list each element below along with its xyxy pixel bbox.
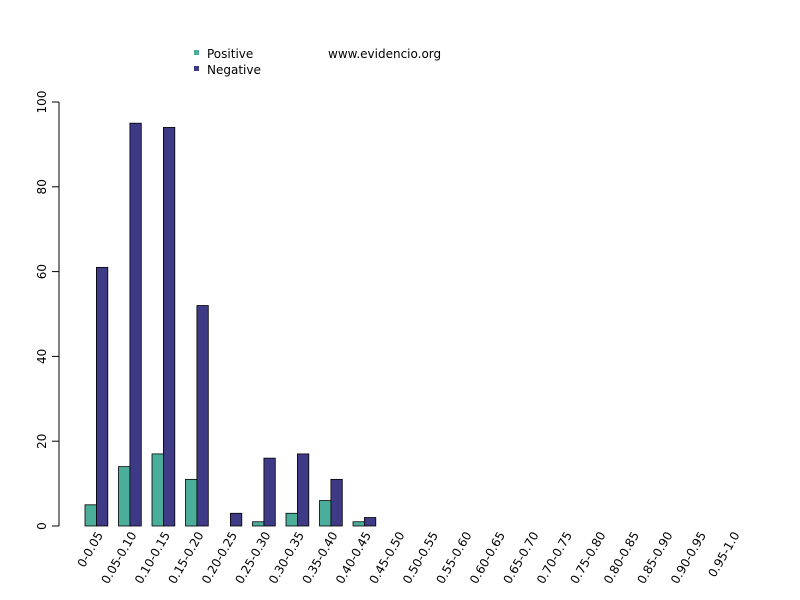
bar-negative-5 bbox=[263, 457, 276, 527]
bar-positive-6 bbox=[285, 512, 298, 527]
bar-positive-7 bbox=[319, 500, 332, 527]
legend-swatch-negative bbox=[194, 66, 199, 71]
bar-negative-1 bbox=[129, 122, 142, 527]
x-axis: 0-0.050.05-0.100.10-0.150.15-0.200.20-0.… bbox=[75, 529, 743, 586]
legend-label-positive: Positive bbox=[207, 47, 253, 61]
bars bbox=[84, 122, 377, 527]
legend-label-negative: Negative bbox=[207, 63, 261, 77]
bar-positive-8 bbox=[352, 521, 365, 527]
bar-negative-0 bbox=[96, 266, 109, 527]
y-tick-label: 0 bbox=[35, 522, 49, 530]
y-tick-label: 20 bbox=[35, 434, 49, 449]
bar-positive-3 bbox=[185, 478, 198, 527]
bar-negative-6 bbox=[296, 453, 310, 527]
bar-negative-8 bbox=[363, 517, 377, 527]
bar-positive-2 bbox=[151, 453, 164, 527]
x-tick-label: 0-0.05 bbox=[75, 529, 106, 570]
legend: Positive Negative bbox=[194, 47, 261, 77]
bar-positive-5 bbox=[252, 521, 265, 527]
bar-positive-0 bbox=[84, 504, 97, 527]
y-tick-label: 40 bbox=[35, 349, 49, 364]
y-tick-label: 60 bbox=[35, 264, 49, 279]
bar-positive-1 bbox=[118, 466, 131, 527]
y-tick-label: 100 bbox=[35, 91, 49, 114]
bar-negative-4 bbox=[229, 512, 243, 527]
x-tick-label: 0.95-1.0 bbox=[705, 529, 742, 579]
y-axis: 0 20 40 60 80 100 bbox=[35, 91, 60, 530]
legend-swatch-positive bbox=[194, 50, 199, 55]
bar-negative-3 bbox=[196, 305, 209, 527]
watermark-text: www.evidencio.org bbox=[328, 47, 441, 61]
bar-negative-7 bbox=[330, 478, 343, 527]
bar-negative-2 bbox=[162, 127, 176, 527]
y-tick-label: 80 bbox=[35, 179, 49, 194]
